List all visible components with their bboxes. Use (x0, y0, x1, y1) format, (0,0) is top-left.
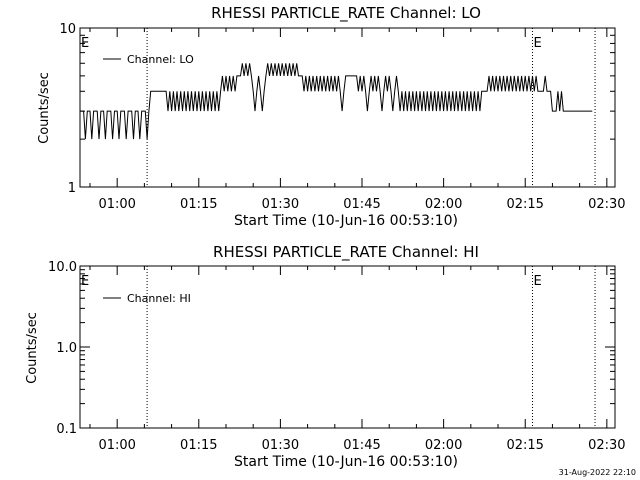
y-tick-label-group: 0.1 1.0 10.0 (48, 260, 77, 437)
x-tick-label: 02:15 (506, 438, 543, 453)
tick-group (80, 265, 615, 429)
y-tick-label: 10 (59, 22, 76, 37)
legend-label: Channel: HI (127, 292, 191, 305)
x-tick-label: 01:45 (343, 438, 380, 453)
y-tick-label: 1 (68, 181, 76, 196)
x-tick-label: 01:15 (180, 438, 217, 453)
plot-frame (79, 265, 616, 429)
y-tick-label: 0.1 (56, 422, 77, 437)
creation-timestamp: 31-Aug-2022 22:10 (559, 468, 636, 477)
series-line (80, 63, 593, 140)
plot-frame (79, 27, 616, 188)
event-marker: E (81, 36, 89, 51)
event-marker: E (533, 274, 541, 289)
x-tick-label: 01:45 (343, 197, 380, 212)
vertical-marker-lines (146, 28, 596, 187)
y-tick-label-group: 1 10 (59, 22, 76, 196)
x-axis-label: Start Time (10-Jun-16 00:53:10) (234, 213, 458, 229)
x-tick-label: 02:15 (506, 197, 543, 212)
series-group (80, 63, 593, 140)
x-axis-label: Start Time (10-Jun-16 00:53:10) (234, 454, 458, 470)
y-axis-label: Counts/sec (37, 72, 52, 144)
event-marker: E (81, 274, 89, 289)
x-tick-label: 01:30 (262, 438, 299, 453)
chart-panel-hi: RHESSI PARTICLE_RATE Channel: HI 01:00 01… (25, 243, 626, 470)
x-tick-label: 01:15 (180, 197, 217, 212)
y-tick-label: 10.0 (48, 260, 77, 275)
x-tick-label: 01:30 (262, 197, 299, 212)
y-tick-label: 1.0 (56, 341, 77, 356)
x-tick-label: 02:00 (425, 197, 462, 212)
vertical-marker-lines (146, 266, 596, 428)
x-tick-label: 01:00 (98, 438, 135, 453)
x-tick-label-group: 01:00 01:15 01:30 01:45 02:00 02:15 02:30 (98, 197, 625, 212)
x-tick-label-group: 01:00 01:15 01:30 01:45 02:00 02:15 02:30 (98, 438, 625, 453)
x-tick-label: 02:30 (588, 438, 625, 453)
tick-group (80, 27, 615, 188)
x-tick-label: 01:00 (98, 197, 135, 212)
x-tick-label: 02:00 (425, 438, 462, 453)
chart-title: RHESSI PARTICLE_RATE Channel: HI (213, 243, 479, 262)
y-axis-label: Counts/sec (25, 312, 40, 384)
x-tick-label: 02:30 (588, 197, 625, 212)
chart-panel-lo: RHESSI PARTICLE_RATE Channel: LO 01:00 01… (37, 4, 626, 229)
event-marker: E (533, 36, 541, 51)
legend-label: Channel: LO (127, 53, 194, 66)
chart-title: RHESSI PARTICLE_RATE Channel: LO (211, 4, 481, 23)
